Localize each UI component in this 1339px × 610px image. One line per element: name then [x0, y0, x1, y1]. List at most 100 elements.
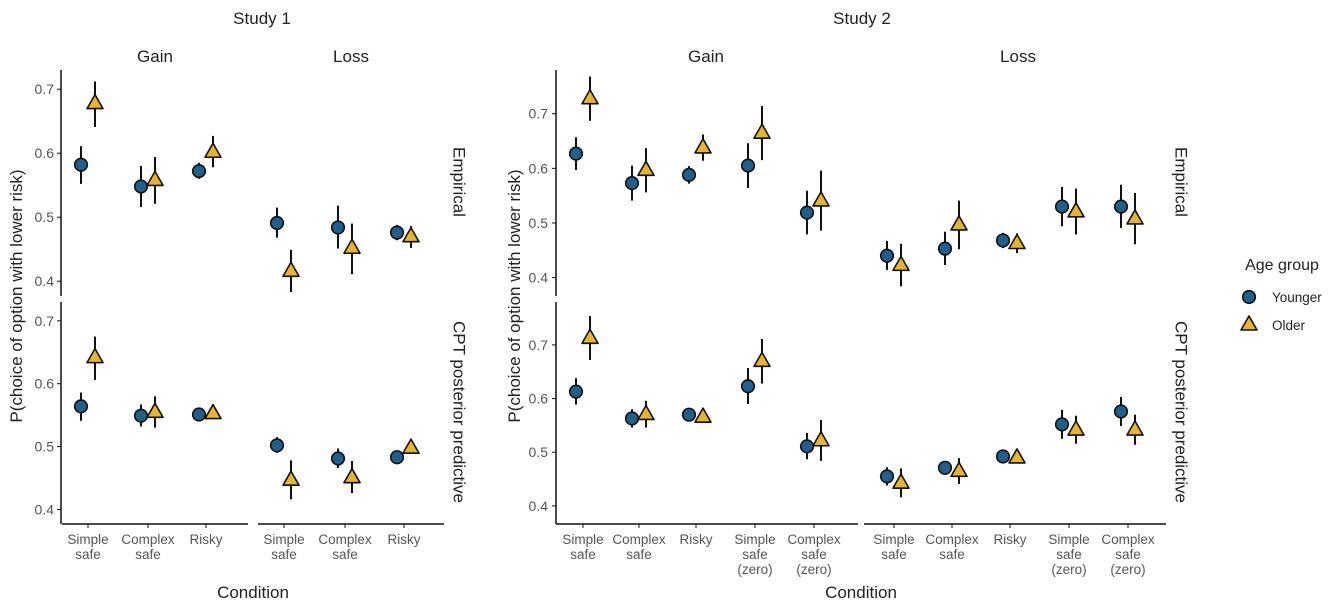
younger-point	[191, 407, 207, 422]
younger-point	[879, 248, 895, 263]
older-point	[812, 430, 830, 447]
x-tick-label-part: safe	[570, 547, 596, 562]
older-point	[146, 402, 164, 419]
older-point	[892, 255, 910, 272]
younger-point	[624, 411, 640, 426]
x-tick-label: Risky	[994, 532, 1027, 547]
x-tick-label-part: Risky	[190, 532, 223, 547]
x-tick-label-part: Risky	[388, 532, 421, 547]
y-tick-label: 0.5	[529, 444, 549, 460]
older-point	[204, 403, 222, 420]
x-tick-label-part: (zero)	[796, 562, 831, 577]
younger-point	[624, 175, 640, 191]
panel-header-loss: Loss	[1000, 47, 1036, 66]
younger-point	[799, 439, 815, 454]
x-tick-label-part: Risky	[680, 532, 713, 547]
younger-point	[1113, 404, 1129, 419]
x-tick-label-part: Simple	[734, 532, 775, 547]
older-point	[86, 93, 104, 110]
older-point	[753, 123, 771, 139]
x-tick-label-part: safe	[801, 547, 827, 562]
younger-point	[269, 215, 285, 231]
older-point	[146, 170, 164, 187]
y-axis-label: P(choice of option with lower risk)	[7, 169, 26, 422]
older-point	[637, 160, 655, 177]
younger-point	[740, 158, 756, 173]
x-tick-label-part: Complex	[121, 532, 175, 547]
x-tick-label-part: (zero)	[1051, 562, 1086, 577]
x-tick-label: Simple safe	[873, 532, 914, 562]
panel-area	[556, 302, 858, 522]
y-tick-label: 0.5	[529, 215, 549, 231]
older-point	[812, 191, 830, 207]
y-tick-label: 0.4	[529, 498, 549, 514]
younger-point	[995, 233, 1011, 248]
x-tick-label: Complex safe (zero)	[1101, 532, 1155, 577]
y-tick-label: 0.4	[529, 270, 549, 286]
legend-title: Age group	[1245, 257, 1319, 274]
younger-point	[389, 450, 405, 465]
x-tick-label-part: Complex	[1101, 532, 1155, 547]
y-tick-label: 0.7	[35, 313, 55, 329]
older-point	[581, 328, 599, 345]
younger-point	[1054, 199, 1070, 214]
legend-older-label: Older	[1272, 318, 1306, 333]
legend-older-icon	[1240, 315, 1258, 331]
legend-younger-label: Younger	[1272, 290, 1322, 305]
panel-header-loss: Loss	[333, 47, 369, 66]
x-tick-label-part: Simple	[1048, 532, 1089, 547]
older-point	[1126, 209, 1144, 225]
panel-area	[864, 70, 1166, 294]
older-point	[892, 473, 910, 489]
younger-point	[568, 384, 584, 399]
study-title: Study 1	[233, 9, 291, 28]
younger-point	[133, 179, 149, 194]
x-tick-label-part: safe	[881, 547, 907, 562]
older-point	[950, 215, 968, 231]
x-tick-label: Risky	[388, 532, 421, 547]
older-point	[1008, 233, 1026, 250]
x-tick-label-part: safe	[626, 547, 652, 562]
panel-header-gain: Gain	[137, 47, 173, 66]
younger-point	[568, 146, 584, 161]
y-tick-label: 0.6	[35, 145, 55, 161]
older-point	[86, 347, 104, 364]
younger-point	[269, 438, 285, 453]
y-tick-label: 0.5	[35, 439, 55, 455]
legend-younger-icon	[1241, 289, 1257, 305]
x-tick-label-part: Risky	[994, 532, 1027, 547]
x-tick-label-part: safe	[135, 547, 161, 562]
older-point	[1126, 420, 1144, 436]
younger-point	[330, 451, 346, 466]
x-tick-label-part: safe	[742, 547, 768, 562]
younger-point	[73, 157, 89, 172]
x-tick-label: Risky	[190, 532, 223, 547]
x-tick-label: Simple safe	[67, 532, 108, 562]
older-point	[402, 438, 420, 454]
x-tick-label-part: Simple	[67, 532, 108, 547]
older-point	[694, 138, 712, 154]
x-tick-label: Complex safe	[612, 532, 666, 562]
x-tick-label-part: Simple	[263, 532, 304, 547]
x-axis-label: Condition	[217, 583, 289, 602]
x-tick-label-part: Complex	[787, 532, 841, 547]
younger-point	[937, 241, 953, 256]
x-tick-label-part: safe	[271, 547, 297, 562]
y-tick-label: 0.6	[35, 376, 55, 392]
younger-point	[799, 205, 815, 220]
y-tick-label: 0.5	[35, 209, 55, 225]
older-point	[753, 351, 771, 368]
x-tick-label-part: Complex	[318, 532, 372, 547]
x-tick-label-part: safe	[332, 547, 358, 562]
x-tick-label: Complex safe	[925, 532, 979, 562]
older-point	[1067, 202, 1085, 218]
younger-point	[1054, 417, 1070, 432]
y-axis-label: P(choice of option with lower risk)	[505, 169, 524, 422]
older-point	[637, 404, 655, 421]
panel-area	[556, 70, 858, 294]
x-tick-label: Complex safe (zero)	[787, 532, 841, 577]
y-tick-label: 0.7	[529, 106, 549, 122]
study-title: Study 2	[833, 9, 891, 28]
